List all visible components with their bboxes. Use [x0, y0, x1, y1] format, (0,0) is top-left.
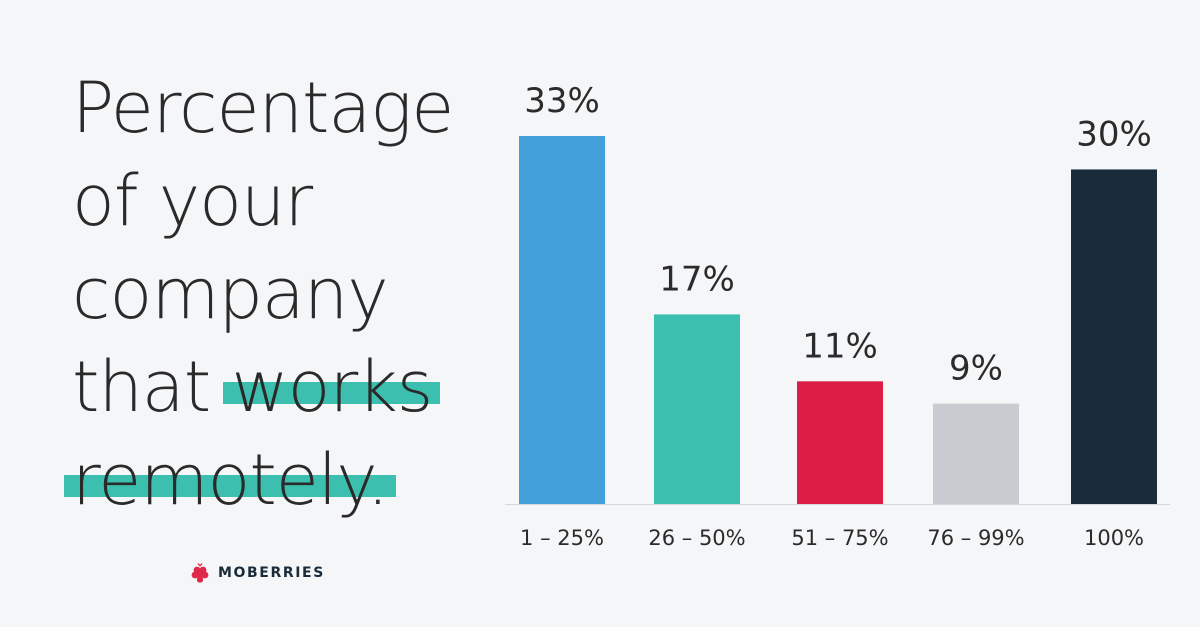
bar-value-label-3: 11%: [802, 326, 878, 366]
headline-line-4-plain: that: [72, 346, 232, 428]
bar-value-label-2: 17%: [659, 259, 735, 299]
headline-line-2: of your: [72, 160, 313, 242]
category-label-4: 76 – 99%: [927, 526, 1024, 550]
headline-highlight-works: works: [231, 346, 433, 428]
category-label-1: 1 – 25%: [520, 526, 604, 550]
berry-icon: [191, 563, 209, 583]
category-label-5: 100%: [1084, 526, 1144, 550]
bar-4: [933, 403, 1019, 504]
bar-1: [519, 136, 605, 504]
headline: Percentage of your company that works re…: [72, 62, 492, 527]
headline-line-4: that works: [72, 341, 492, 434]
brand-name: MOBERRIES: [218, 565, 325, 581]
bar-5: [1071, 169, 1157, 505]
headline-highlight-remotely: remotely.: [72, 439, 389, 521]
bar-3: [797, 381, 883, 504]
bar-2: [654, 314, 740, 504]
category-label-2: 26 – 50%: [648, 526, 745, 550]
category-label-3: 51 – 75%: [791, 526, 888, 550]
headline-line-1: Percentage: [72, 67, 454, 149]
bar-value-label-1: 33%: [524, 81, 600, 121]
headline-line-5: remotely.: [72, 434, 492, 527]
headline-line-3: company: [72, 253, 389, 335]
bar-value-label-4: 9%: [949, 349, 1003, 389]
brand-logo: MOBERRIES: [190, 563, 325, 583]
bar-value-label-5: 30%: [1076, 114, 1152, 154]
